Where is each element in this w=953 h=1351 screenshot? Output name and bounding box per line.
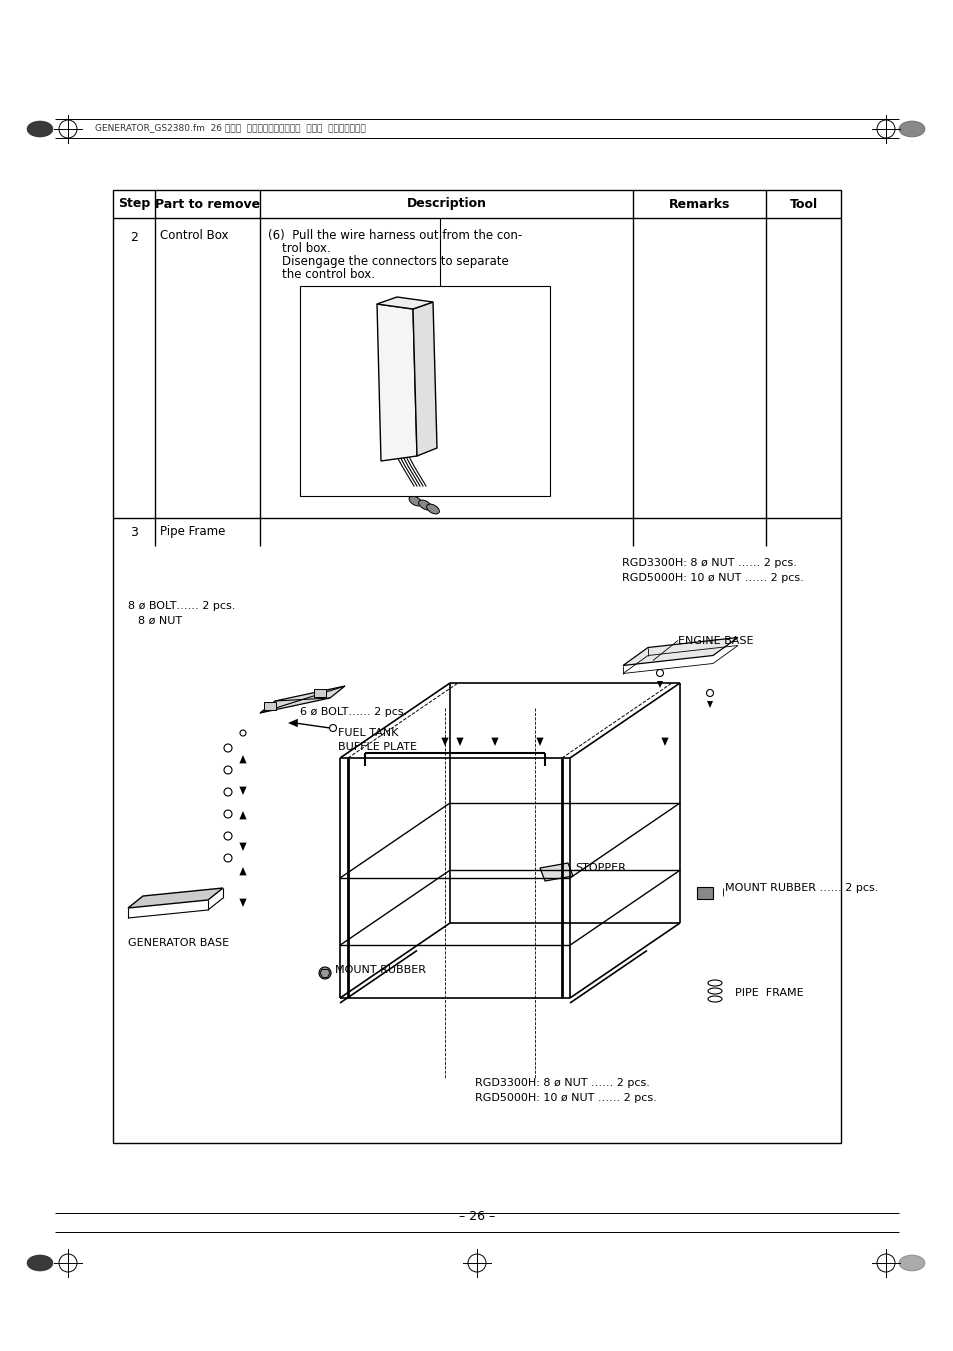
Circle shape xyxy=(706,689,713,697)
Circle shape xyxy=(386,355,393,362)
Text: MOUNT RUBBER: MOUNT RUBBER xyxy=(335,965,426,975)
Text: 8 ø NUT: 8 ø NUT xyxy=(138,616,182,626)
Circle shape xyxy=(386,381,393,388)
Polygon shape xyxy=(413,303,436,457)
Text: MOUNT RUBBER …… 2 pcs.: MOUNT RUBBER …… 2 pcs. xyxy=(724,884,878,893)
Text: BUFFLE PLATE: BUFFLE PLATE xyxy=(337,742,416,753)
Polygon shape xyxy=(239,898,246,907)
Polygon shape xyxy=(239,867,246,875)
Ellipse shape xyxy=(409,496,421,505)
Circle shape xyxy=(224,744,232,753)
Polygon shape xyxy=(260,686,345,713)
Circle shape xyxy=(224,766,232,774)
Circle shape xyxy=(224,811,232,817)
Text: 2: 2 xyxy=(130,231,138,245)
Bar xyxy=(314,689,326,697)
Text: Part to remove: Part to remove xyxy=(154,197,260,211)
Polygon shape xyxy=(239,811,246,820)
Text: Description: Description xyxy=(406,197,486,211)
Text: – 26 –: – 26 – xyxy=(458,1210,495,1223)
Circle shape xyxy=(318,967,331,979)
Polygon shape xyxy=(536,738,543,746)
Ellipse shape xyxy=(898,122,924,136)
Circle shape xyxy=(329,724,336,731)
Bar xyxy=(697,888,712,898)
Text: STOPPER: STOPPER xyxy=(575,863,625,873)
Bar xyxy=(112,190,841,1143)
Text: Control Box: Control Box xyxy=(160,230,229,242)
Text: Disengage the connectors to separate: Disengage the connectors to separate xyxy=(282,255,508,267)
Circle shape xyxy=(224,788,232,796)
Text: Pipe Frame: Pipe Frame xyxy=(160,526,225,539)
Text: Remarks: Remarks xyxy=(668,197,729,211)
Text: RGD3300H: 8 ø NUT …… 2 pcs.: RGD3300H: 8 ø NUT …… 2 pcs. xyxy=(621,558,796,567)
Polygon shape xyxy=(622,638,738,666)
Bar xyxy=(264,703,275,711)
Polygon shape xyxy=(239,755,246,763)
Text: GENERATOR BASE: GENERATOR BASE xyxy=(128,938,229,948)
Polygon shape xyxy=(376,297,433,309)
Text: RGD5000H: 10 ø NUT …… 2 pcs.: RGD5000H: 10 ø NUT …… 2 pcs. xyxy=(475,1093,656,1102)
Polygon shape xyxy=(288,719,297,727)
Text: PIPE  FRAME: PIPE FRAME xyxy=(734,988,802,998)
Polygon shape xyxy=(239,786,246,794)
Polygon shape xyxy=(128,888,223,908)
Text: the control box.: the control box. xyxy=(282,267,375,281)
Ellipse shape xyxy=(898,1255,924,1271)
Ellipse shape xyxy=(418,500,431,509)
Text: Tool: Tool xyxy=(789,197,817,211)
Circle shape xyxy=(224,854,232,862)
Text: 8 ø BOLT…… 2 pcs.: 8 ø BOLT…… 2 pcs. xyxy=(128,601,235,611)
Circle shape xyxy=(656,670,662,677)
Text: trol box.: trol box. xyxy=(282,242,331,255)
Polygon shape xyxy=(239,843,246,851)
Polygon shape xyxy=(376,304,416,461)
Text: 6 ø BOLT…… 2 pcs.: 6 ø BOLT…… 2 pcs. xyxy=(299,707,407,717)
Polygon shape xyxy=(539,863,573,881)
Polygon shape xyxy=(491,738,498,746)
Text: GENERATOR_GS2380.fm  26 ページ  ２００７年１０月１日  月曜日  午前９時１３分: GENERATOR_GS2380.fm 26 ページ ２００７年１０月１日 月曜… xyxy=(95,123,365,132)
Text: (6)  Pull the wire harness out from the con-: (6) Pull the wire harness out from the c… xyxy=(268,230,521,242)
Text: RGD3300H: 8 ø NUT …… 2 pcs.: RGD3300H: 8 ø NUT …… 2 pcs. xyxy=(475,1078,649,1088)
Text: ENGINE BASE: ENGINE BASE xyxy=(678,635,753,646)
Text: Step: Step xyxy=(118,197,150,211)
Polygon shape xyxy=(706,701,712,708)
Ellipse shape xyxy=(426,504,439,513)
Polygon shape xyxy=(441,738,448,746)
Polygon shape xyxy=(660,738,668,746)
Ellipse shape xyxy=(27,1255,53,1271)
Polygon shape xyxy=(657,681,662,688)
Text: FUEL TANK: FUEL TANK xyxy=(337,728,398,738)
Text: RGD5000H: 10 ø NUT …… 2 pcs.: RGD5000H: 10 ø NUT …… 2 pcs. xyxy=(621,573,803,584)
Ellipse shape xyxy=(27,122,53,136)
Polygon shape xyxy=(456,738,463,746)
Circle shape xyxy=(224,832,232,840)
Bar xyxy=(299,286,550,496)
Text: 3: 3 xyxy=(130,526,138,539)
Circle shape xyxy=(240,730,246,736)
